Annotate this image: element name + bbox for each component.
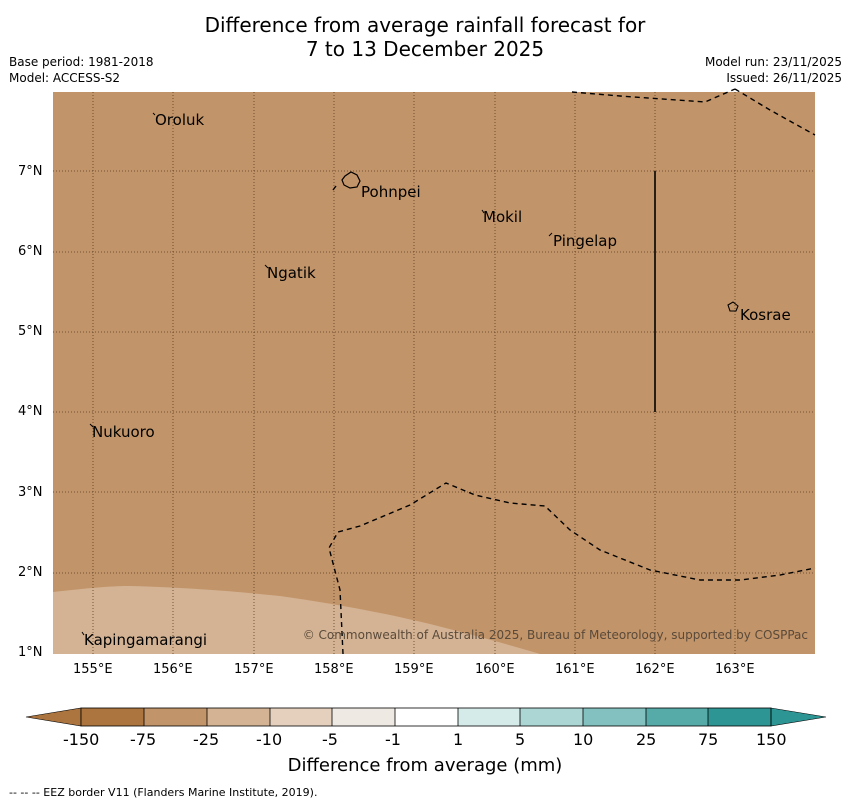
place-label-mokil: Mokil <box>483 208 523 226</box>
chart-title-line1: Difference from average rainfall forecas… <box>204 13 646 37</box>
lon-label: 156°E <box>153 662 193 677</box>
lon-label: 155°E <box>73 662 113 677</box>
colorbar-label: 150 <box>756 730 787 749</box>
colorbar-extend-low <box>25 707 82 727</box>
lon-label: 157°E <box>234 662 274 677</box>
kosrae-island <box>727 301 739 312</box>
atoll-marks <box>81 112 553 636</box>
eez-footnote: -- -- -- EEZ border V11 (Flanders Marine… <box>9 786 318 799</box>
place-label-nukuoro: Nukuoro <box>92 423 155 441</box>
colorbar-label: 1 <box>453 730 464 749</box>
colorbar-label: -1 <box>385 730 401 749</box>
colorbar-label: 10 <box>573 730 594 749</box>
base-period-text: Base period: 1981-2018 <box>9 55 154 69</box>
pohnpei-island <box>341 171 361 189</box>
place-label-kapingamarangi: Kapingamarangi <box>84 631 208 649</box>
lat-label: 3°N <box>18 485 43 500</box>
lon-label: 159°E <box>394 662 434 677</box>
graticule <box>53 92 815 654</box>
lon-label: 162°E <box>635 662 675 677</box>
lon-label: 163°E <box>715 662 755 677</box>
colorbar-label: 5 <box>515 730 526 749</box>
place-label-oroluk: Oroluk <box>155 111 205 129</box>
place-label-ngatik: Ngatik <box>267 264 316 282</box>
lon-label: 160°E <box>475 662 515 677</box>
lat-label: 5°N <box>18 324 43 339</box>
colorbar-label: -75 <box>130 730 157 749</box>
lon-label: 158°E <box>314 662 354 677</box>
colorbar <box>25 707 827 727</box>
colorbar-label: -150 <box>63 730 100 749</box>
colorbar-label: -5 <box>322 730 338 749</box>
lat-label: 4°N <box>18 404 43 419</box>
colorbar-label: 25 <box>636 730 657 749</box>
issued-text: Issued: 26/11/2025 <box>726 71 842 85</box>
model-text: Model: ACCESS-S2 <box>9 71 121 85</box>
place-label-kosrae: Kosrae <box>740 306 791 324</box>
map-area <box>53 92 815 654</box>
colorbar-label: -10 <box>256 730 283 749</box>
lat-label: 6°N <box>18 244 43 259</box>
lat-label: 1°N <box>18 645 43 660</box>
colorbar-label: -25 <box>193 730 220 749</box>
light-dry-region <box>53 586 540 654</box>
place-label-pingelap: Pingelap <box>553 232 618 250</box>
model-run-text: Model run: 23/11/2025 <box>704 55 842 69</box>
lat-label: 7°N <box>18 164 43 179</box>
lat-label: 2°N <box>18 565 43 580</box>
copyright-text: © Commonwealth of Australia 2025, Bureau… <box>302 628 808 642</box>
lon-label: 161°E <box>555 662 595 677</box>
colorbar-extend-high <box>770 707 827 727</box>
colorbar-title: Difference from average (mm) <box>287 755 563 776</box>
place-label-pohnpei: Pohnpei <box>361 183 421 201</box>
colorbar-label: 75 <box>698 730 719 749</box>
eez-border <box>328 88 816 655</box>
chart-title-line2: 7 to 13 December 2025 <box>305 37 545 61</box>
